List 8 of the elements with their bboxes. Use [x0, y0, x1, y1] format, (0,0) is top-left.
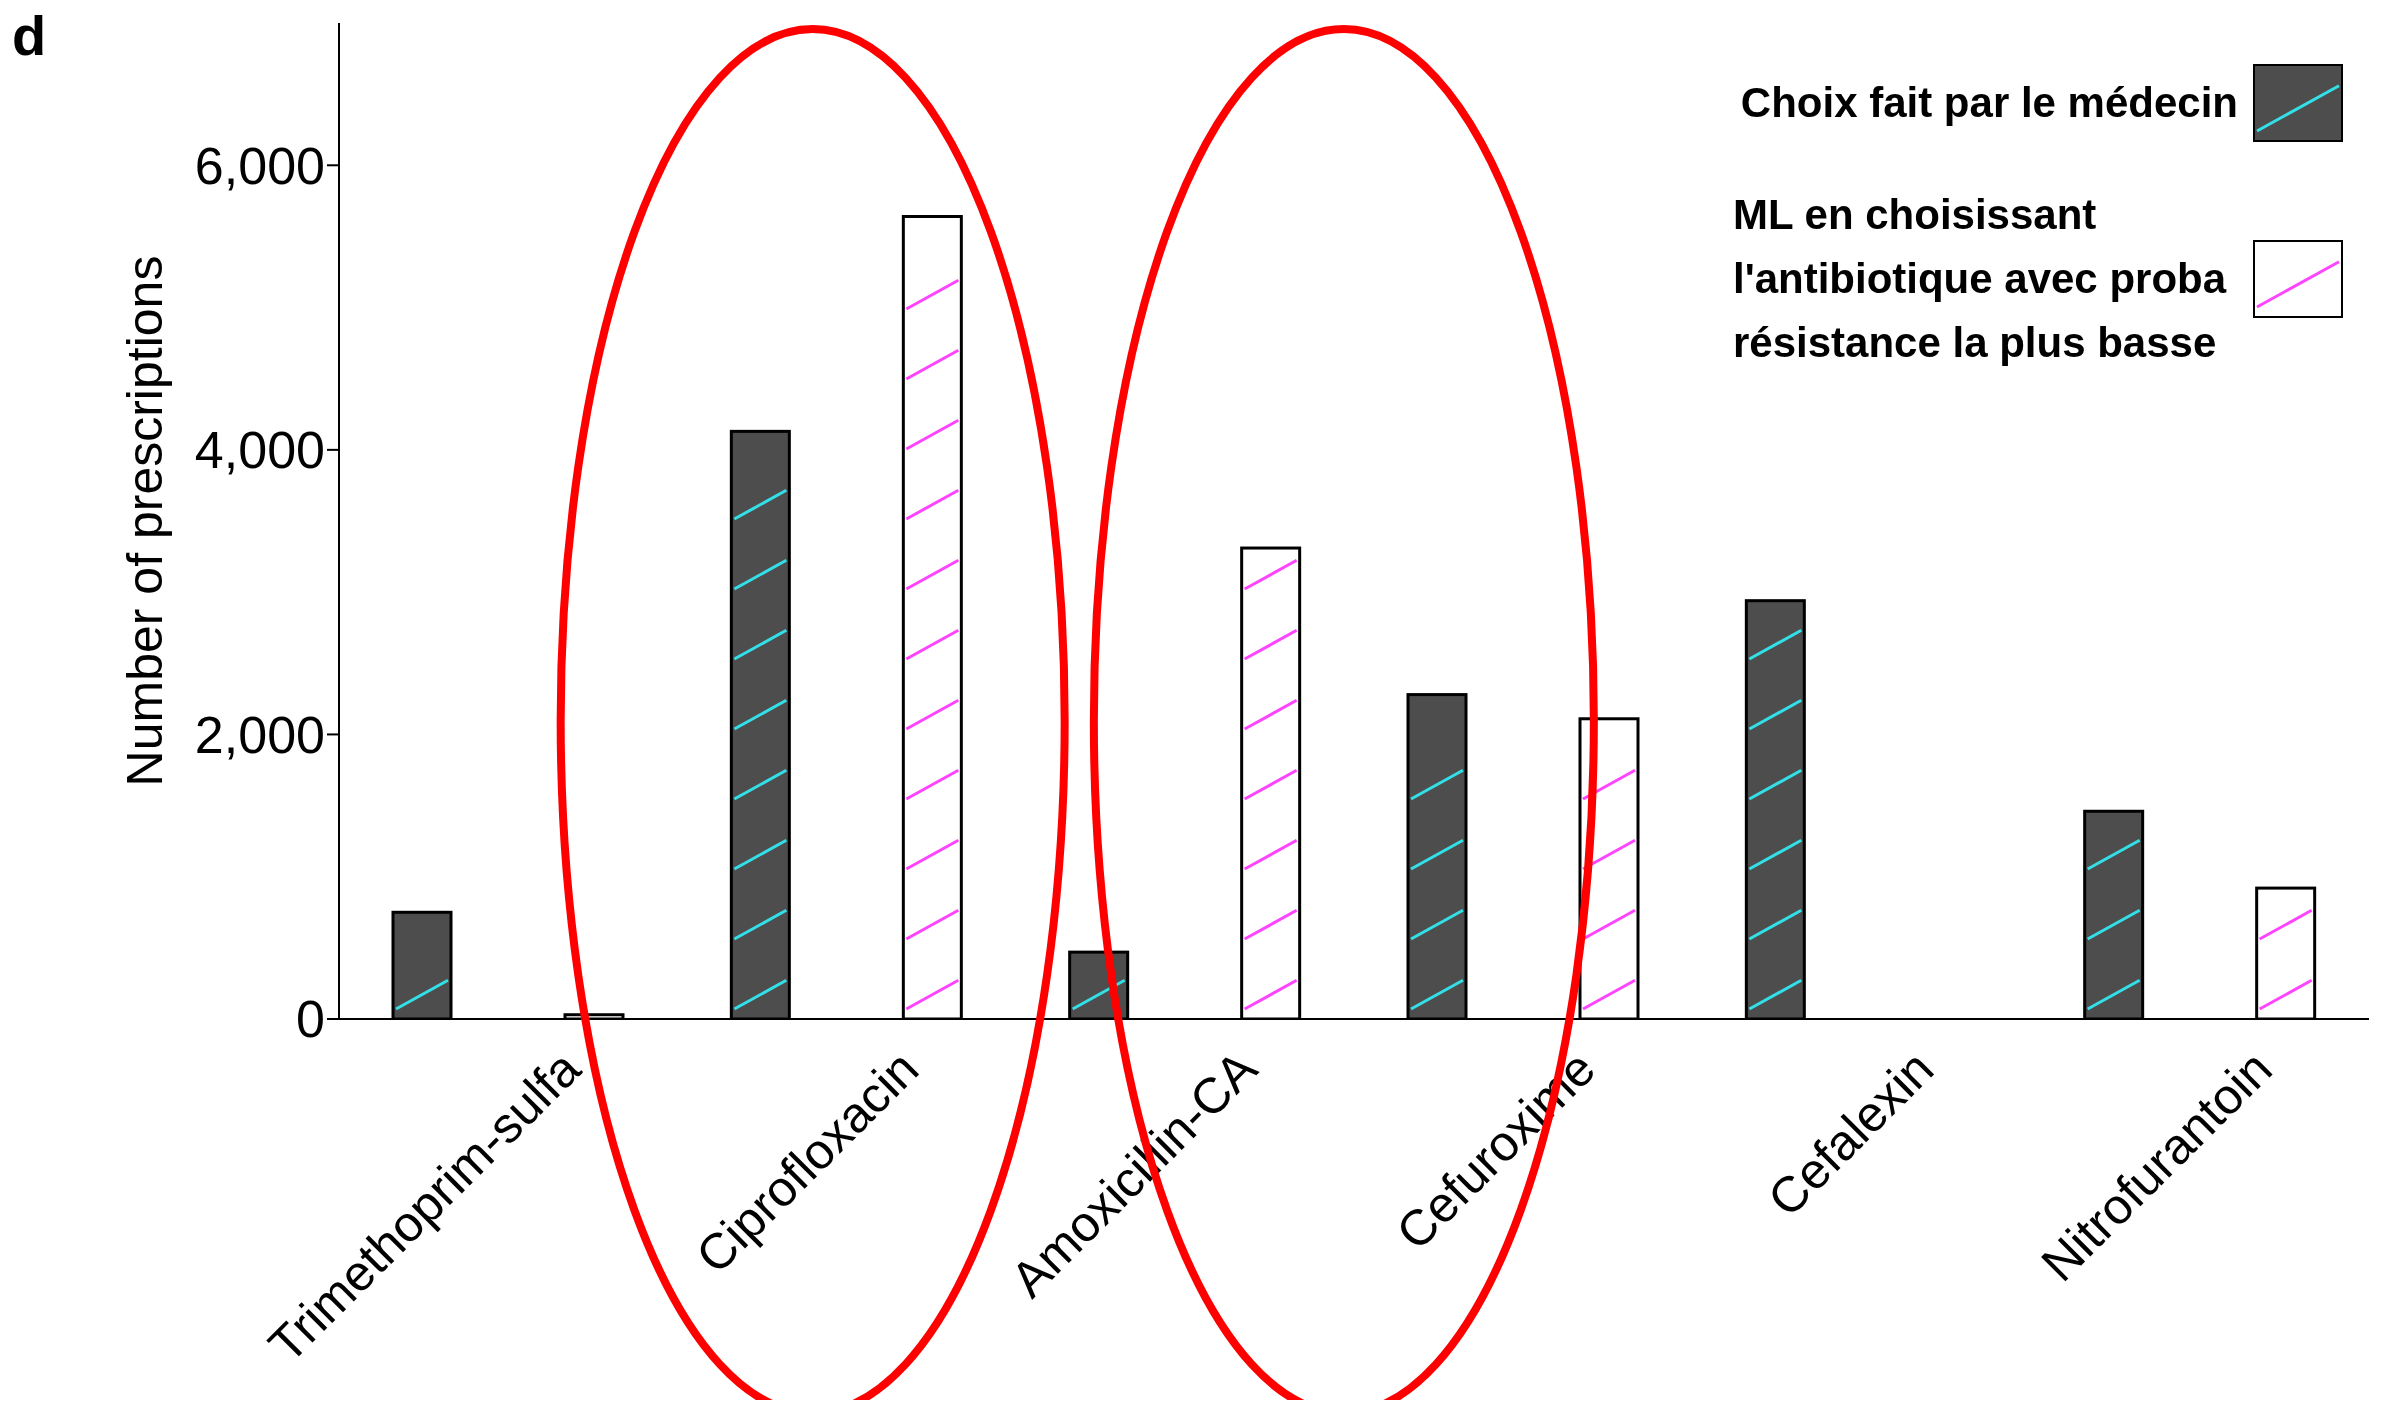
y-tick-label: 4,000 — [194, 421, 325, 480]
y-tick-label: 6,000 — [194, 136, 325, 195]
y-axis-title: Number of prescriptions — [116, 255, 173, 787]
text: d — [12, 4, 47, 67]
legend-label: Choix fait par le médecin — [1740, 78, 2238, 128]
legend-label: ML en choisissant l'antibiotique avec proba résistance la plus basse — [1733, 190, 2228, 368]
y-tick-label: 0 — [296, 990, 325, 1049]
y-tick-label: 2,000 — [194, 705, 325, 764]
